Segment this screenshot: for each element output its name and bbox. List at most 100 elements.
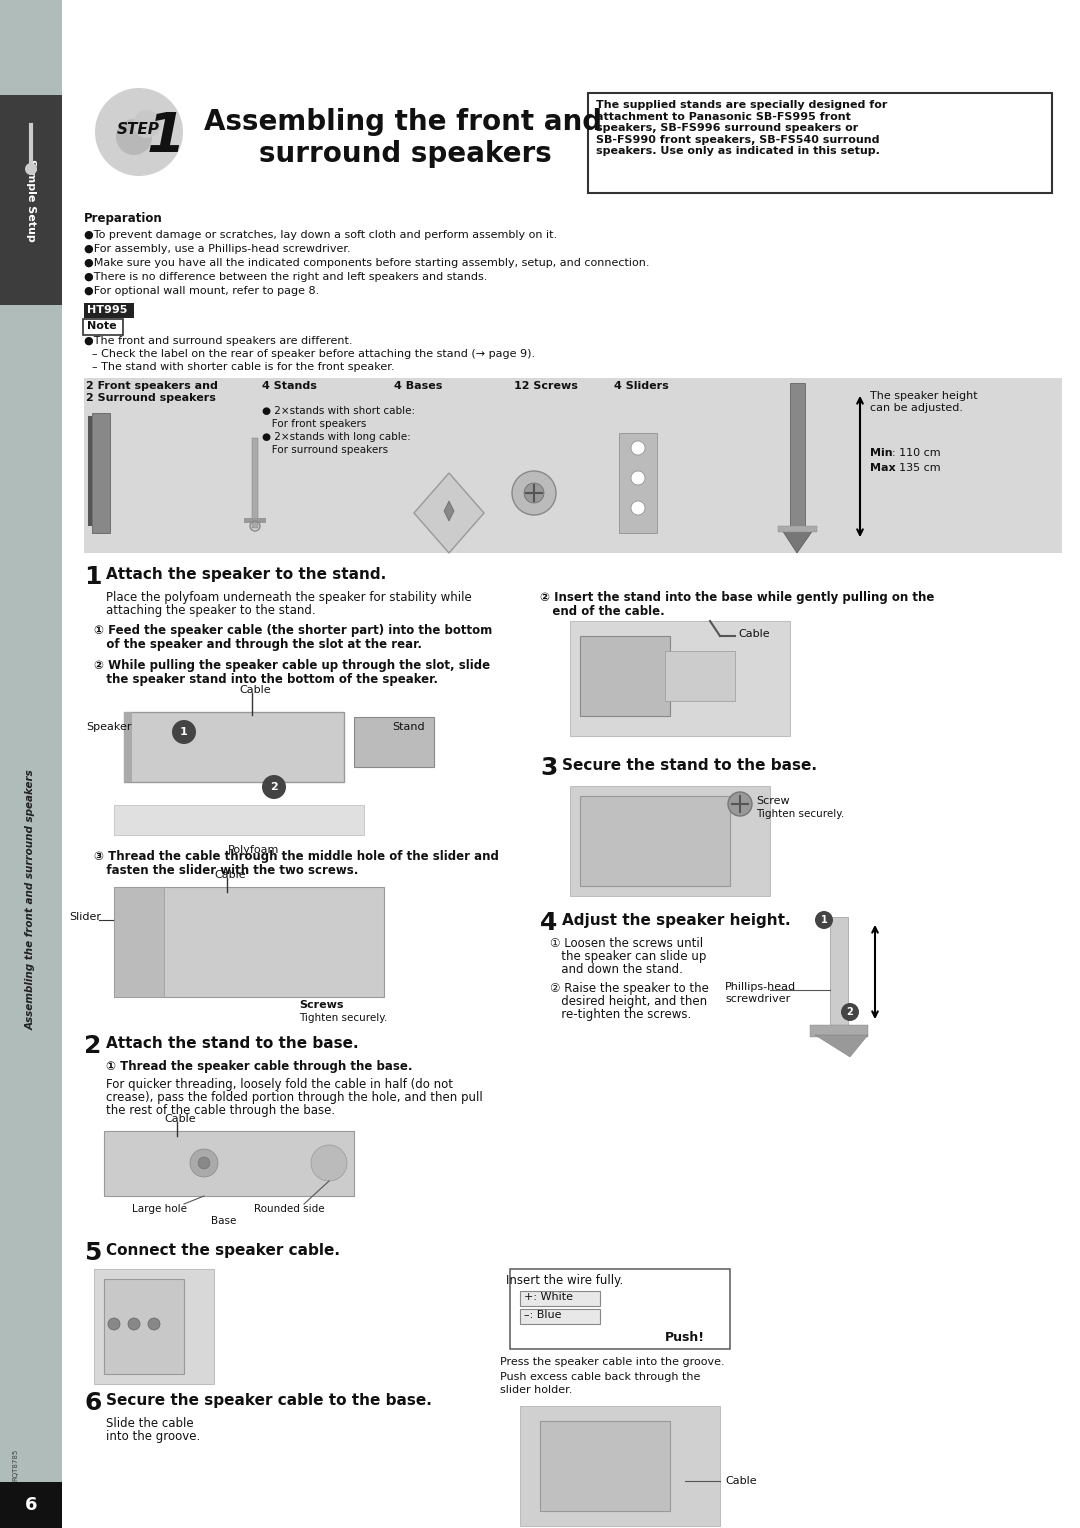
- Circle shape: [815, 911, 833, 929]
- Bar: [810, 1025, 868, 1038]
- Bar: [114, 886, 384, 996]
- Text: Screws: Screws: [299, 999, 343, 1010]
- Text: and down the stand.: and down the stand.: [550, 963, 683, 976]
- Circle shape: [129, 1319, 140, 1329]
- Text: Assembling the front and surround speakers: Assembling the front and surround speake…: [26, 770, 36, 1030]
- Text: Speaker: Speaker: [86, 723, 132, 732]
- Circle shape: [148, 1319, 160, 1329]
- Text: Phillips-head
screwdriver: Phillips-head screwdriver: [725, 983, 796, 1004]
- Circle shape: [108, 1319, 120, 1329]
- Bar: [519, 1406, 720, 1526]
- Bar: [0, 1482, 62, 1528]
- Text: Tighten securely.: Tighten securely.: [299, 1013, 388, 1024]
- Text: 2: 2: [847, 1007, 853, 1018]
- Text: ●There is no difference between the right and left speakers and stands.: ●There is no difference between the righ…: [84, 272, 487, 283]
- Bar: [580, 636, 670, 717]
- Text: 3: 3: [540, 756, 557, 779]
- Text: Press the speaker cable into the groove.: Press the speaker cable into the groove.: [500, 1357, 725, 1368]
- Bar: [789, 384, 805, 533]
- Text: Min: Min: [870, 448, 893, 458]
- Text: Adjust the speaker height.: Adjust the speaker height.: [562, 914, 791, 927]
- Text: RQT8785: RQT8785: [12, 1449, 18, 1481]
- Text: ② Insert the stand into the base while gently pulling on the: ② Insert the stand into the base while g…: [540, 591, 934, 604]
- Text: fasten the slider with the two screws.: fasten the slider with the two screws.: [94, 863, 359, 877]
- Circle shape: [133, 110, 161, 138]
- Polygon shape: [782, 530, 813, 553]
- Text: ●For assembly, use a Phillips-head screwdriver.: ●For assembly, use a Phillips-head screw…: [84, 244, 351, 254]
- Text: ●Make sure you have all the indicated components before starting assembly, setup: ●Make sure you have all the indicated co…: [84, 258, 649, 267]
- Text: the rest of the cable through the base.: the rest of the cable through the base.: [106, 1105, 335, 1117]
- Text: : 110 cm: : 110 cm: [892, 448, 941, 458]
- Text: Connect the speaker cable.: Connect the speaker cable.: [106, 1242, 340, 1258]
- Text: 2: 2: [270, 782, 278, 792]
- Text: Secure the speaker cable to the base.: Secure the speaker cable to the base.: [106, 1394, 432, 1407]
- Text: Assembling the front and: Assembling the front and: [204, 108, 603, 136]
- Bar: [124, 712, 132, 782]
- FancyBboxPatch shape: [83, 319, 123, 335]
- Bar: [244, 518, 266, 523]
- Text: –: Blue: –: Blue: [524, 1309, 562, 1320]
- Text: 4: 4: [540, 911, 557, 935]
- Text: Rounded side: Rounded side: [254, 1204, 324, 1215]
- Circle shape: [311, 1144, 347, 1181]
- Text: Secure the stand to the base.: Secure the stand to the base.: [562, 758, 816, 773]
- Text: ●The front and surround speakers are different.: ●The front and surround speakers are dif…: [84, 336, 352, 345]
- Text: end of the cable.: end of the cable.: [540, 605, 665, 617]
- Text: Cable: Cable: [239, 685, 271, 695]
- Bar: [570, 785, 770, 895]
- Text: Push!: Push!: [665, 1331, 705, 1345]
- Text: +: White: +: White: [524, 1293, 573, 1302]
- Text: For quicker threading, loosely fold the cable in half (do not: For quicker threading, loosely fold the …: [106, 1077, 453, 1091]
- Text: 5: 5: [84, 1241, 102, 1265]
- Bar: [114, 805, 364, 834]
- Circle shape: [172, 720, 195, 744]
- Text: Stand: Stand: [392, 723, 424, 732]
- Text: ●To prevent damage or scratches, lay down a soft cloth and perform assembly on i: ●To prevent damage or scratches, lay dow…: [84, 231, 557, 240]
- Bar: [84, 377, 1062, 553]
- Text: – The stand with shorter cable is for the front speaker.: – The stand with shorter cable is for th…: [92, 362, 394, 371]
- Text: Slide the cable: Slide the cable: [106, 1416, 193, 1430]
- Text: ① Feed the speaker cable (the shorter part) into the bottom: ① Feed the speaker cable (the shorter pa…: [94, 623, 492, 637]
- Text: 1: 1: [147, 110, 186, 163]
- Text: 1: 1: [84, 565, 102, 588]
- Circle shape: [190, 1149, 218, 1177]
- Circle shape: [631, 501, 645, 515]
- Text: – Check the label on the rear of speaker before attaching the stand (→ page 9).: – Check the label on the rear of speaker…: [92, 348, 535, 359]
- Text: Max: Max: [870, 463, 895, 474]
- Text: Base: Base: [212, 1216, 237, 1225]
- Text: Push excess cable back through the: Push excess cable back through the: [500, 1372, 700, 1381]
- Circle shape: [841, 1002, 859, 1021]
- Bar: [104, 1279, 184, 1374]
- Bar: [84, 303, 134, 318]
- FancyBboxPatch shape: [588, 93, 1052, 193]
- Text: 12 Screws: 12 Screws: [514, 380, 578, 391]
- Text: 4 Sliders: 4 Sliders: [615, 380, 669, 391]
- Bar: [778, 526, 816, 532]
- Text: slider holder.: slider holder.: [500, 1384, 572, 1395]
- Text: Cable: Cable: [725, 1476, 757, 1487]
- Bar: [252, 439, 258, 529]
- Text: Insert the wire fully.: Insert the wire fully.: [507, 1274, 623, 1287]
- Bar: [87, 416, 92, 526]
- Bar: [124, 712, 345, 782]
- Bar: [665, 651, 735, 701]
- Bar: [92, 413, 110, 533]
- Text: ① Thread the speaker cable through the base.: ① Thread the speaker cable through the b…: [106, 1060, 413, 1073]
- Text: the speaker stand into the bottom of the speaker.: the speaker stand into the bottom of the…: [94, 672, 438, 686]
- Text: re-tighten the screws.: re-tighten the screws.: [550, 1008, 691, 1021]
- Text: ② While pulling the speaker cable up through the slot, slide: ② While pulling the speaker cable up thr…: [94, 659, 490, 672]
- Bar: [114, 886, 164, 996]
- Circle shape: [728, 792, 752, 816]
- FancyBboxPatch shape: [510, 1268, 730, 1349]
- Bar: [0, 95, 62, 306]
- Bar: [0, 0, 62, 1528]
- Text: 6: 6: [25, 1496, 37, 1514]
- Circle shape: [524, 483, 544, 503]
- Text: into the groove.: into the groove.: [106, 1430, 200, 1442]
- Text: the speaker can slide up: the speaker can slide up: [550, 950, 706, 963]
- Bar: [519, 1309, 600, 1323]
- Text: Place the polyfoam underneath the speaker for stability while: Place the polyfoam underneath the speake…: [106, 591, 472, 604]
- Text: For front speakers: For front speakers: [262, 419, 366, 429]
- Text: : 135 cm: : 135 cm: [892, 463, 941, 474]
- Text: ●For optional wall mount, refer to page 8.: ●For optional wall mount, refer to page …: [84, 286, 320, 296]
